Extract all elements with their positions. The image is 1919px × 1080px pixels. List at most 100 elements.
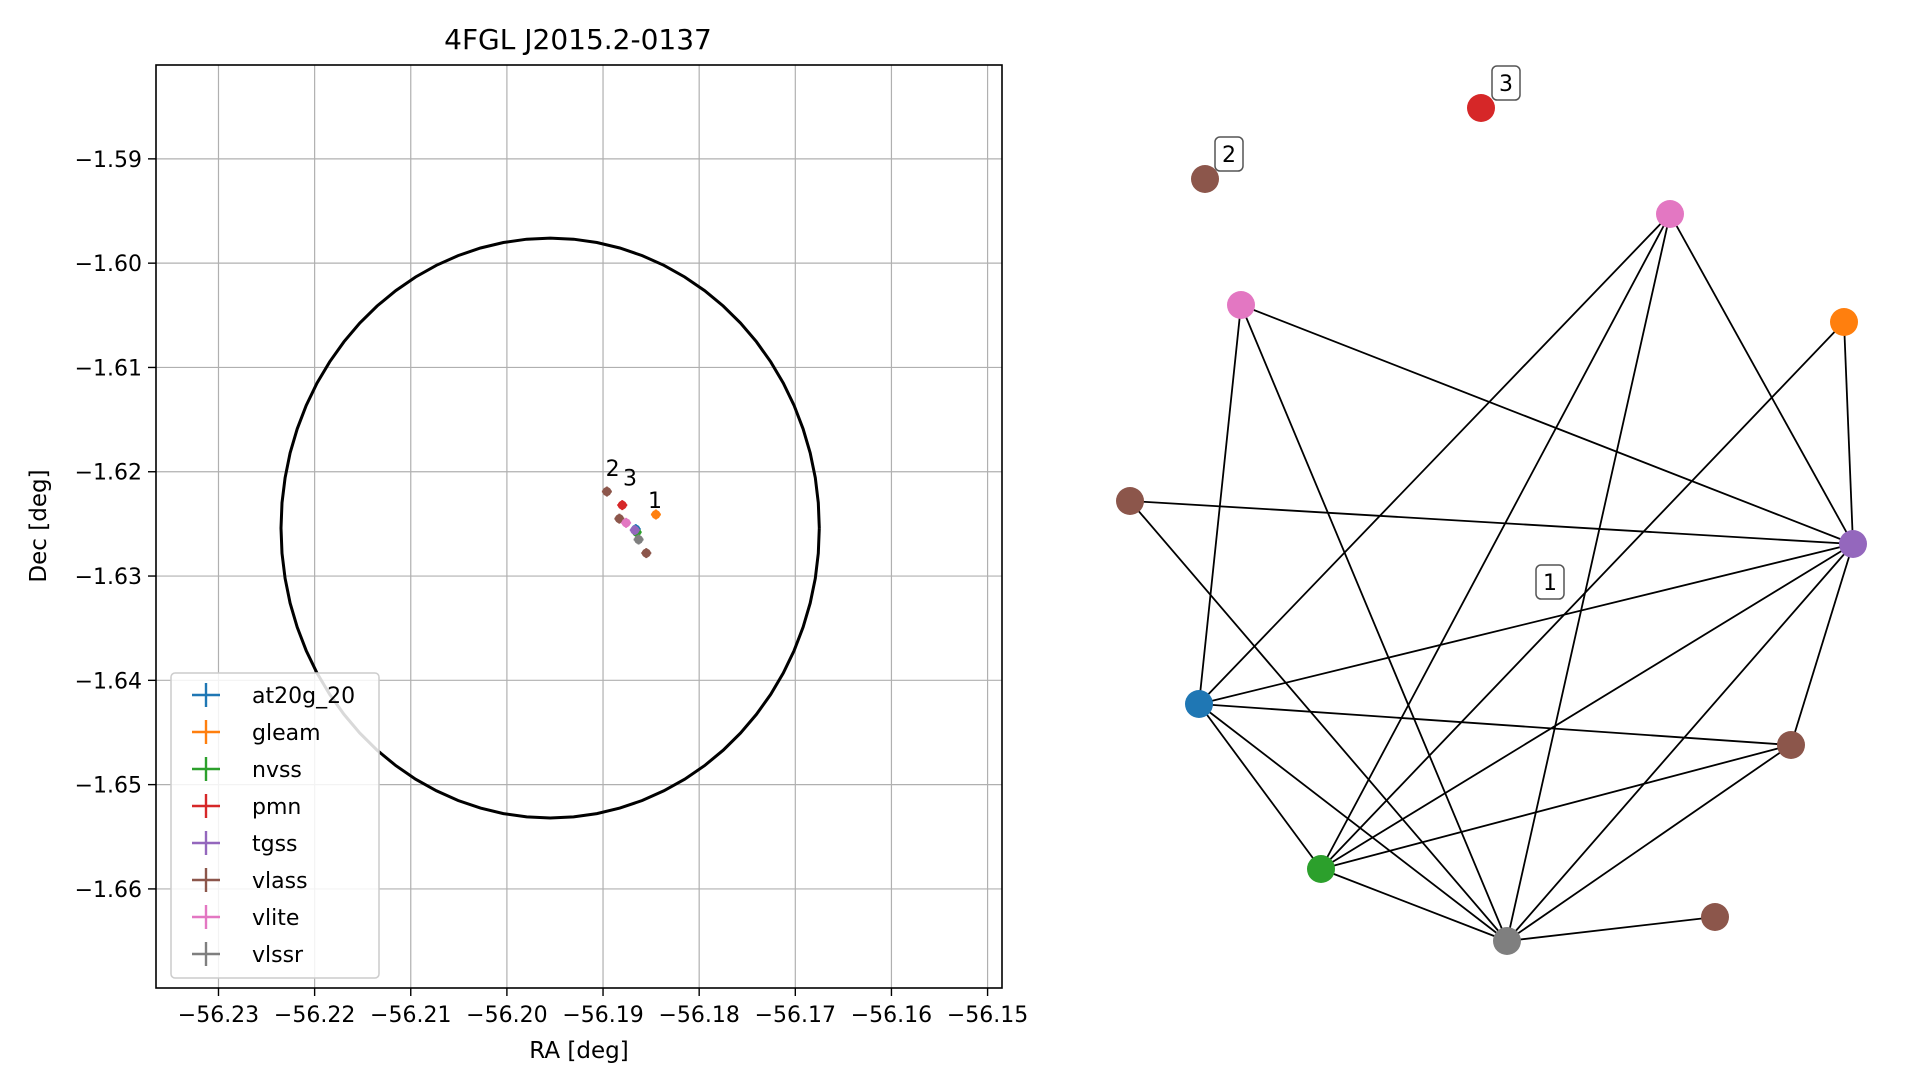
x-tick-label: −56.21 [370,1003,451,1028]
grid-lines [156,65,1002,988]
data-point-vlass [602,487,612,497]
network-edge [1320,744,1792,870]
network-node [1493,927,1521,955]
network-edge [1506,744,1792,942]
network-edge [1129,500,1508,942]
network-label-text: 1 [1543,571,1557,596]
label-box-frame [1491,65,1521,101]
x-tick-label: −56.23 [178,1003,259,1028]
legend-label: pmn [252,795,301,820]
data-point-pmn [617,500,627,510]
network-node [1839,530,1867,558]
x-tick-label: −56.19 [562,1003,643,1028]
network-label-box: 2 [1214,136,1244,172]
legend-item-at20g_20: at20g_20 [192,683,355,709]
network-panel: 2 3 1 [1116,65,1867,955]
network-edge [1790,543,1854,746]
network-edge [1320,213,1671,870]
network-label-box: 1 [1535,564,1565,600]
network-edge [1843,321,1854,545]
x-axis-label: RA [deg] [529,1038,628,1064]
x-tick-label: −56.16 [851,1003,932,1028]
network-labels: 2 3 1 [1214,65,1565,600]
point-annotation: 1 [648,489,662,514]
data-point-vlass [614,514,624,524]
network-edge [1506,543,1854,942]
legend-label: nvss [252,758,302,783]
y-tick-label: −1.66 [75,878,142,903]
data-points-layer [601,486,661,559]
error-ellipse [279,236,821,820]
y-tick-label: −1.61 [75,356,142,381]
y-axis-ticks: −1.59 −1.60 −1.61 −1.62 −1.63 −1.64 −1.65 −1.66 [75,148,156,903]
network-node [1656,200,1684,228]
network-edge [1320,868,1508,942]
network-edge [1320,543,1854,870]
legend-item-vlass: vlass [192,868,308,894]
y-tick-label: −1.59 [75,148,142,173]
x-axis-ticks: −56.23 −56.22 −56.21 −56.20 −56.19 −56.18 −56.… [178,988,1028,1028]
label-box-frame [1214,136,1244,172]
legend-item-vlssr: vlssr [192,942,304,968]
legend-item-pmn: pmn [192,794,301,820]
network-label-text: 3 [1499,72,1513,97]
x-tick-label: −56.18 [658,1003,739,1028]
network-edge [1198,304,1242,705]
network-nodes [1116,94,1867,955]
data-point-vlssr [634,535,644,545]
legend-label: at20g_20 [252,684,355,709]
plot-frame [155,64,1003,989]
network-edge [1240,304,1854,545]
y-tick-label: −1.64 [75,669,142,694]
network-edge [1129,500,1854,545]
legend-label: gleam [252,721,321,746]
network-edge [1198,543,1854,705]
legend-item-nvss: nvss [192,757,302,783]
network-node [1777,731,1805,759]
network-node [1467,94,1495,122]
legend-item-tgss: tgss [192,831,298,857]
network-edge [1506,916,1716,942]
x-tick-label: −56.22 [274,1003,355,1028]
network-node [1830,308,1858,336]
y-axis-label: Dec [deg] [26,469,52,582]
network-edge [1198,703,1792,746]
network-edge [1240,304,1508,942]
y-tick-label: −1.62 [75,461,142,486]
legend-label: vlass [252,869,308,894]
y-tick-label: −1.65 [75,774,142,799]
network-edge [1669,213,1854,545]
label-box-frame [1535,564,1565,600]
y-tick-label: −1.60 [75,252,142,277]
network-edge [1320,321,1845,870]
chart-title: 4FGL J2015.2-0137 [444,23,712,56]
data-point-gleam [651,510,661,520]
annotations-layer: 2 31 [606,457,662,514]
legend-item-vlite: vlite [192,905,299,931]
x-tick-label: −56.20 [466,1003,547,1028]
data-point-vlite [621,518,631,528]
legend-item-gleam: gleam [192,720,321,746]
network-edge [1506,213,1671,942]
network-node [1116,487,1144,515]
data-point-tgss [630,525,640,535]
network-node [1701,903,1729,931]
network-node [1307,855,1335,883]
data-point-vlass [641,548,651,558]
network-edge [1198,703,1322,870]
network-node [1185,690,1213,718]
legend-label: tgss [252,832,298,857]
point-annotation: 3 [623,466,637,491]
network-edge [1198,703,1508,942]
network-label-box: 3 [1491,65,1521,101]
network-node [1191,165,1219,193]
legend-label: vlite [252,906,299,931]
x-tick-label: −56.17 [755,1003,836,1028]
legend-box [170,672,380,979]
point-annotation: 2 [606,457,620,482]
network-node [1227,291,1255,319]
scatter-panel: 4FGL J2015.2-0137 2 31 −56.23 −56.22 −56.21… [26,23,1028,1064]
